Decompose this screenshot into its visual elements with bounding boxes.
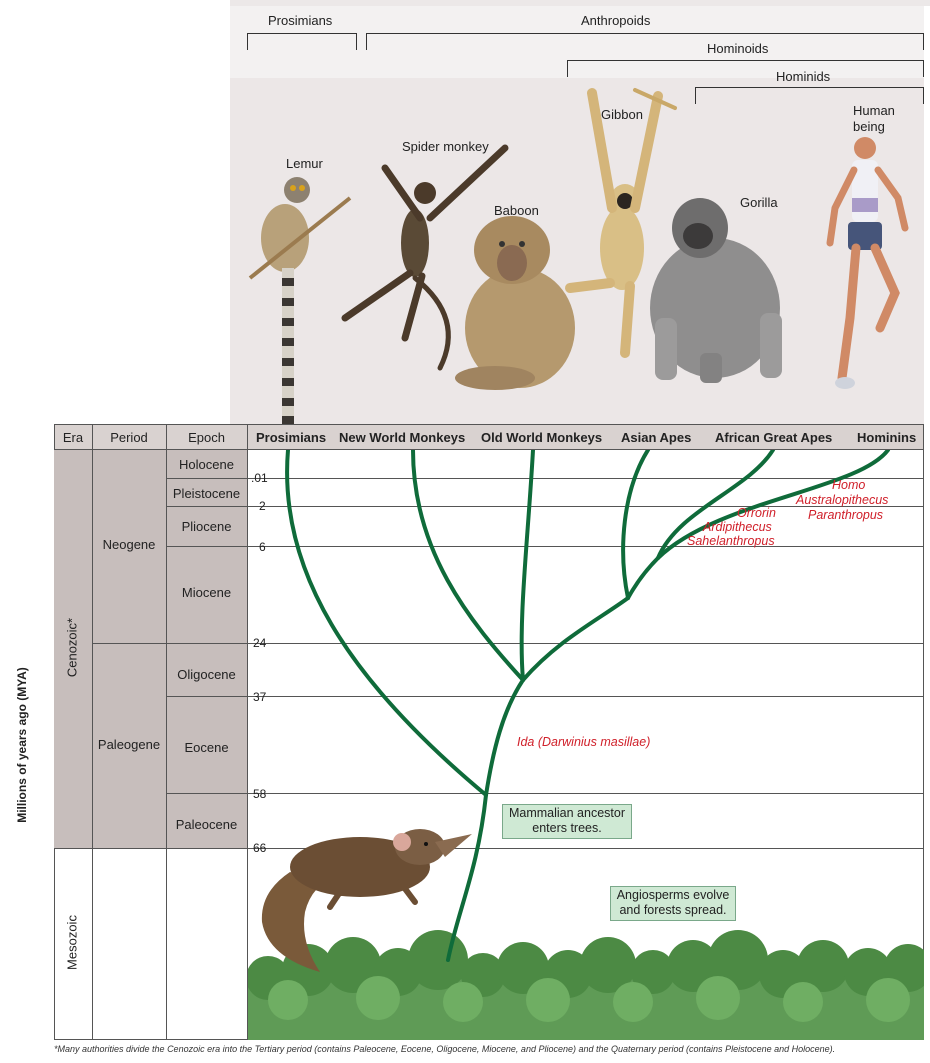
group-asian-apes: Asian Apes — [621, 430, 692, 445]
lemur-illustration — [248, 177, 352, 428]
footnote: *Many authorities divide the Cenozoic er… — [54, 1044, 836, 1054]
spider-monkey-illustration — [341, 144, 509, 371]
group-african-great-apes: African Great Apes — [715, 430, 833, 445]
note-angiosperms: Angiosperms evolve and forests spread. — [610, 886, 736, 921]
label-gibbon: Gibbon — [601, 107, 643, 122]
line-pliocene-bottom — [166, 546, 924, 547]
header-era: Era — [62, 430, 84, 445]
label-baboon: Baboon — [494, 203, 539, 218]
epoch-pleistocene: Pleistocene — [172, 486, 241, 501]
branch-great-apes-trunk — [626, 556, 660, 600]
forest-illustration — [248, 930, 924, 1040]
era-cenozoic: Cenozoic* — [64, 617, 80, 678]
mammalian-ancestor-illustration — [261, 829, 472, 972]
table-header-row — [54, 424, 924, 450]
tick-58: 58 — [253, 787, 267, 801]
note-angio-line1: Angiosperms evolve — [616, 888, 730, 902]
bracket-hominoids — [567, 60, 924, 77]
branch-hominins — [656, 450, 890, 560]
bracket-anthropoids — [366, 33, 924, 50]
label-spider-monkey: Spider monkey — [402, 139, 489, 154]
group-new-world-monkeys: New World Monkeys — [339, 430, 466, 445]
branch-asian-apes — [621, 450, 650, 600]
era-column-cenozoic — [54, 450, 92, 848]
tick-6: 6 — [259, 540, 266, 554]
branch-anthropoid-trunk — [521, 596, 630, 682]
col-sep-1 — [92, 424, 93, 1040]
period-column-cenozoic — [92, 450, 166, 848]
note-angio-line2: and forests spread. — [619, 903, 727, 917]
gibbon-illustration — [565, 88, 677, 358]
bracket-prosimians — [247, 33, 357, 50]
header-epoch: Epoch — [188, 430, 225, 445]
line-eocene-bottom — [166, 793, 924, 794]
bracket-hominids — [695, 87, 924, 104]
note-ancestor-enters-trees: Mammalian ancestor enters trees. — [502, 804, 632, 839]
y-axis-label: Millions of years ago (MYA) — [15, 667, 29, 823]
line-miocene-bottom — [92, 643, 924, 644]
illustration-panel — [230, 78, 924, 424]
bracket-label-prosimians: Prosimians — [268, 13, 333, 28]
human-illustration — [826, 137, 909, 389]
branch-new-world-monkeys — [411, 450, 525, 682]
phylogenetic-tree — [285, 450, 890, 962]
col-sep-2 — [166, 424, 167, 1040]
top-background — [230, 0, 930, 6]
primate-illustrations — [248, 88, 909, 428]
line-pleistocene-bottom — [166, 506, 924, 507]
header-period: Period — [110, 430, 148, 445]
label-human-line2: being — [853, 119, 885, 134]
group-hominins: Hominins — [857, 430, 917, 445]
label-human-line1: Human — [853, 103, 895, 118]
group-prosimians: Prosimians — [256, 430, 327, 445]
genus-orrorin: Orrorin — [737, 506, 776, 520]
group-old-world-monkeys: Old World Monkeys — [481, 430, 603, 445]
branch-main-trunk — [446, 678, 525, 962]
epoch-holocene: Holocene — [179, 457, 234, 472]
epoch-miocene: Miocene — [181, 585, 232, 600]
epoch-column-cenozoic — [166, 450, 247, 848]
bracket-label-hominids: Hominids — [776, 69, 831, 84]
branch-old-world-monkeys — [519, 450, 535, 682]
branch-african-great-apes — [656, 450, 775, 560]
epoch-eocene: Eocene — [184, 740, 229, 755]
label-gorilla: Gorilla — [740, 195, 778, 210]
epoch-paleocene: Paleocene — [175, 817, 238, 832]
period-neogene: Neogene — [102, 537, 156, 552]
epoch-pliocene: Pliocene — [181, 519, 232, 534]
genus-ida: Ida (Darwinius masillae) — [517, 735, 651, 749]
period-paleogene: Paleogene — [97, 737, 161, 752]
genus-sahelanthropus: Sahelanthropus — [687, 534, 775, 548]
baboon-illustration — [455, 216, 575, 390]
bracket-label-anthropoids: Anthropoids — [581, 13, 651, 28]
tick-66: 66 — [253, 841, 267, 855]
genus-australopithecus: Australopithecus — [796, 493, 889, 507]
note-ancestor-line2: enters trees. — [532, 821, 602, 835]
genus-paranthropus: Paranthropus — [808, 508, 884, 522]
era-mesozoic: Mesozoic — [64, 915, 80, 970]
epoch-oligocene: Oligocene — [177, 667, 236, 682]
label-lemur: Lemur — [286, 156, 323, 171]
col-sep-3 — [247, 424, 248, 1040]
note-ancestor-line1: Mammalian ancestor — [508, 806, 625, 820]
tick-001: .01 — [251, 471, 268, 485]
tick-2: 2 — [259, 499, 266, 513]
line-holocene-bottom — [166, 478, 924, 479]
right-top-panel — [230, 6, 924, 78]
genus-ardipithecus: Ardipithecus — [703, 520, 772, 534]
branch-prosimians — [285, 450, 488, 797]
genus-homo: Homo — [832, 478, 866, 492]
line-oligocene-bottom — [166, 696, 924, 697]
tick-24: 24 — [253, 636, 267, 650]
line-paleocene-bottom — [54, 848, 924, 849]
gorilla-illustration — [650, 198, 782, 383]
bracket-label-hominoids: Hominoids — [707, 41, 769, 56]
tick-37: 37 — [253, 690, 267, 704]
